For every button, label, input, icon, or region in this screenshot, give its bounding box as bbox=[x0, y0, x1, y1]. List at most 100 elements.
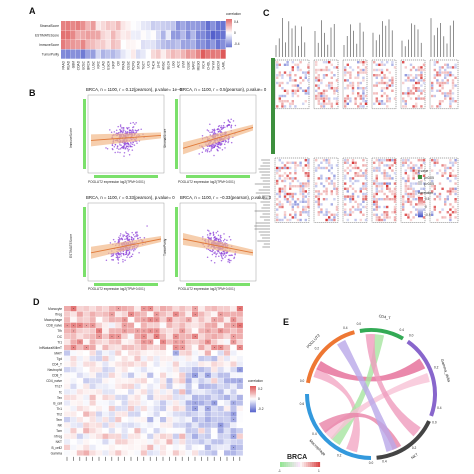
c-heatmap-cell bbox=[333, 182, 336, 185]
c-heatmap-cell bbox=[364, 177, 368, 180]
b-scatter-point bbox=[207, 248, 210, 251]
c-heatmap-cell bbox=[317, 190, 320, 193]
c-heatmap-cell bbox=[349, 195, 352, 198]
c-heatmap-cell bbox=[351, 81, 355, 85]
d-sig-mark: * bbox=[182, 329, 184, 333]
b-scatter-point bbox=[116, 147, 118, 149]
d-heatmap-cell bbox=[83, 344, 90, 351]
d-heatmap-cell bbox=[217, 400, 224, 406]
c-heatmap-cell bbox=[286, 198, 289, 201]
b-scatter-point bbox=[227, 123, 230, 126]
panel-e-label: E bbox=[283, 317, 289, 327]
d-heatmap-cell bbox=[147, 339, 154, 345]
c-heatmap-cell bbox=[283, 172, 287, 175]
d-heatmap-cell bbox=[64, 394, 71, 401]
d-heatmap-cell bbox=[230, 394, 237, 401]
a-heatmap-cell bbox=[201, 30, 206, 40]
c-heatmap-cell bbox=[307, 161, 310, 164]
c-heatmap-cell bbox=[315, 97, 318, 100]
d-heatmap-cell bbox=[128, 450, 135, 456]
c-heatmap-cell bbox=[351, 161, 355, 164]
b-scatter-point bbox=[105, 259, 108, 262]
d-sig-mark: * bbox=[214, 318, 216, 322]
b-scatter-point bbox=[204, 150, 207, 152]
c-heatmap-cell bbox=[344, 74, 347, 77]
b-scatter-point bbox=[226, 251, 229, 254]
c-heatmap-cell bbox=[294, 169, 297, 172]
c-heatmap-cell bbox=[420, 68, 423, 72]
d-sig-mark: * bbox=[207, 341, 209, 345]
d-heatmap-cell bbox=[230, 306, 237, 312]
c-heatmap-cell bbox=[359, 87, 362, 90]
c-heatmap-cell bbox=[373, 179, 376, 183]
c-heatmap-cell bbox=[383, 211, 386, 214]
c-heatmap-cell bbox=[359, 190, 362, 193]
d-heatmap-cell bbox=[76, 350, 83, 356]
d-heatmap-cell bbox=[76, 367, 83, 373]
c-heatmap-cell bbox=[320, 105, 323, 108]
b-scatter-point bbox=[222, 124, 225, 127]
d-sig-mark: * bbox=[79, 324, 81, 328]
d-sig-mark: * bbox=[207, 407, 209, 411]
d-heatmap-cell bbox=[204, 350, 211, 356]
a-heatmap-cell bbox=[106, 40, 111, 50]
b-scatter-point bbox=[130, 130, 132, 132]
c-heatmap-cell bbox=[296, 94, 300, 98]
b-scatter-point bbox=[210, 146, 213, 148]
d-heatmap-cell bbox=[147, 422, 154, 428]
d-heatmap-cell bbox=[134, 444, 141, 450]
d-heatmap-cell bbox=[198, 400, 205, 406]
c-heatmap-cell bbox=[357, 179, 360, 183]
b-scatter-point bbox=[208, 230, 210, 232]
d-sig-mark: * bbox=[150, 329, 152, 333]
c-heatmap-cell bbox=[364, 187, 368, 190]
c-heatmap-cell bbox=[302, 200, 305, 203]
c-heatmap-cell bbox=[417, 89, 420, 92]
c-heatmap-cell bbox=[364, 195, 368, 198]
c-heatmap-cell bbox=[289, 74, 292, 77]
c-heatmap-cell bbox=[375, 203, 378, 206]
d-heatmap-cell bbox=[96, 322, 103, 328]
b-scatter-point bbox=[215, 239, 217, 242]
c-heatmap-cell bbox=[346, 213, 349, 216]
c-heatmap-cell bbox=[449, 92, 452, 95]
c-heatmap-cell bbox=[325, 89, 328, 92]
a-heatmap-cell bbox=[106, 49, 111, 59]
c-heatmap-cell bbox=[417, 97, 420, 100]
d-heatmap-cell bbox=[204, 405, 211, 412]
a-heatmap-cell bbox=[61, 21, 66, 31]
d-row-label: NKT bbox=[56, 440, 62, 444]
c-heatmap-cell bbox=[454, 182, 457, 185]
d-heatmap-cell bbox=[89, 344, 96, 351]
c-heatmap-cell bbox=[383, 164, 386, 167]
d-heatmap-cell bbox=[185, 367, 192, 373]
c-heatmap-cell bbox=[354, 76, 357, 79]
c-heatmap-cell bbox=[364, 100, 368, 103]
c-heatmap-cell bbox=[304, 218, 307, 222]
c-heatmap-cell bbox=[380, 94, 384, 98]
b-scatter-point bbox=[214, 238, 216, 241]
c-heatmap-cell bbox=[333, 89, 336, 92]
b-scatter-point bbox=[118, 236, 120, 239]
c-heatmap-cell bbox=[433, 68, 436, 72]
d-heatmap-cell bbox=[185, 389, 192, 395]
c-heatmap-cell bbox=[364, 182, 368, 185]
d-heatmap-cell bbox=[108, 411, 115, 417]
c-heatmap-cell bbox=[304, 76, 307, 79]
c-heatmap-cell bbox=[373, 195, 376, 198]
b-scatter-point bbox=[220, 142, 222, 144]
d-heatmap-cell bbox=[230, 372, 237, 378]
d-heatmap-cell bbox=[217, 350, 224, 356]
c-heatmap-cell bbox=[362, 164, 365, 167]
c-heatmap-cell bbox=[315, 185, 318, 188]
d-heatmap-cell bbox=[172, 411, 179, 417]
d-heatmap-cell bbox=[134, 389, 141, 395]
d-row-label: Tfh bbox=[57, 329, 62, 333]
c-heatmap-cell bbox=[349, 100, 352, 103]
d-heatmap-cell bbox=[64, 317, 71, 323]
c-heatmap-cell bbox=[407, 92, 410, 95]
c-heatmap-cell bbox=[346, 172, 349, 175]
d-heatmap-cell bbox=[211, 322, 218, 328]
c-heatmap-cell bbox=[415, 105, 418, 108]
d-heatmap-cell bbox=[64, 311, 71, 317]
